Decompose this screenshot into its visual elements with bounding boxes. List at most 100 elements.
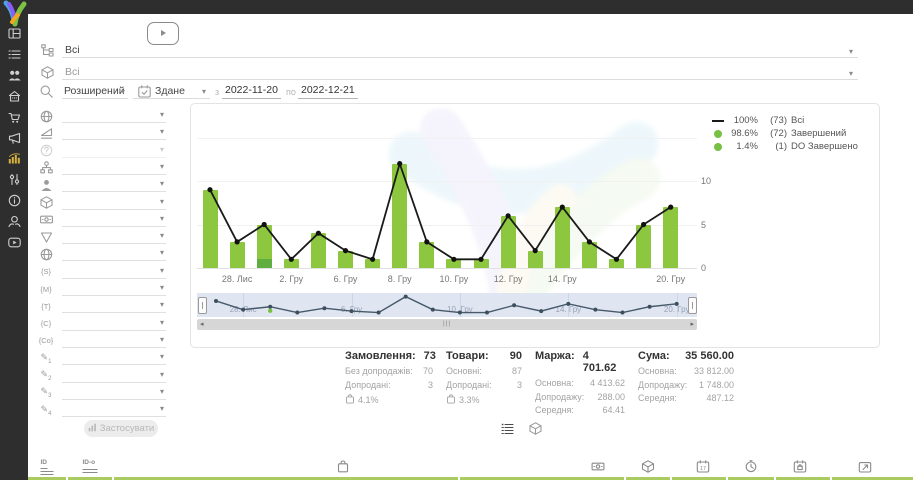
utm-content-select[interactable] bbox=[62, 333, 166, 348]
scroll-left-arrow[interactable]: ◂ bbox=[200, 321, 204, 328]
country-select[interactable] bbox=[62, 108, 166, 123]
chevron-down-icon[interactable]: ▾ bbox=[159, 317, 164, 327]
chevron-down-icon[interactable]: ▾ bbox=[159, 213, 164, 223]
sidebar-item-about[interactable] bbox=[0, 191, 28, 209]
chart-navigator[interactable]: 28. Лис 6. Гру 10. Гру 14. Гру 20. Гру bbox=[197, 293, 697, 317]
filter-row-product-type[interactable]: ▾ bbox=[36, 195, 172, 211]
utm-source-select[interactable] bbox=[62, 264, 166, 279]
bar-segment-completed[interactable] bbox=[500, 215, 516, 268]
navigator-handle-right[interactable] bbox=[688, 297, 697, 314]
filter-row-utm-source[interactable]: {S} ▾ bbox=[36, 264, 172, 280]
scroll-right-arrow[interactable]: ▸ bbox=[690, 321, 694, 328]
bar-segment-completed[interactable] bbox=[663, 207, 679, 268]
scroll-grip[interactable]: ||| bbox=[442, 320, 452, 327]
filter-row-website[interactable]: ▾ bbox=[36, 246, 172, 262]
date-to-input[interactable]: 2022-12-21 bbox=[298, 84, 358, 99]
bar-segment-completed[interactable] bbox=[554, 207, 570, 268]
date-from-input[interactable]: 2022-11-20 bbox=[222, 84, 281, 99]
chevron-down-icon[interactable]: ▾ bbox=[159, 386, 164, 396]
custom-field-4-select[interactable] bbox=[62, 402, 166, 418]
filter-row-utm-campaign[interactable]: {C} ▾ bbox=[36, 316, 172, 332]
product-type-select[interactable] bbox=[62, 195, 166, 210]
bar-segment-completed[interactable] bbox=[310, 233, 326, 268]
cube-icon[interactable] bbox=[641, 460, 655, 473]
filter-row-utm-content[interactable]: {Co} ▾ bbox=[36, 333, 172, 349]
list-view-toggle[interactable] bbox=[500, 421, 515, 436]
filter-row-custom-field-3[interactable]: ✎3 ▾ bbox=[36, 385, 172, 401]
filter-row-unknown[interactable]: ▾ bbox=[36, 143, 172, 159]
sidebar-item-cart[interactable] bbox=[0, 108, 28, 126]
id-link-icon[interactable]: ID-o bbox=[82, 459, 98, 473]
chevron-down-icon[interactable]: ▾ bbox=[159, 300, 164, 310]
utm-campaign-select[interactable] bbox=[62, 316, 166, 331]
app-logo[interactable] bbox=[2, 0, 28, 28]
filter-row-payment[interactable]: ▾ bbox=[36, 212, 172, 228]
sidebar-item-customers[interactable] bbox=[0, 66, 28, 84]
table-column-time[interactable] bbox=[728, 458, 774, 480]
table-column-order[interactable] bbox=[114, 458, 458, 480]
legend-item[interactable]: 1.4% (1) DO Завершено bbox=[711, 140, 858, 153]
status-filter-value[interactable]: Всі bbox=[65, 44, 80, 56]
bar-segment-completed[interactable] bbox=[636, 224, 652, 268]
chevron-down-icon[interactable]: ▾ bbox=[159, 369, 164, 379]
legend-item[interactable]: 100% (73) Всі bbox=[711, 114, 858, 127]
banknote-icon[interactable] bbox=[591, 460, 605, 473]
search-mode-select[interactable] bbox=[62, 83, 128, 99]
bar-segment-completed[interactable] bbox=[338, 250, 353, 268]
filter-row-category[interactable]: ▾ bbox=[36, 125, 172, 141]
website-select[interactable] bbox=[62, 246, 166, 262]
product-view-toggle[interactable] bbox=[528, 421, 543, 436]
apply-button[interactable]: Застосувати bbox=[84, 420, 158, 437]
bar-segment-completed[interactable] bbox=[446, 259, 462, 268]
calendar-export-icon[interactable] bbox=[858, 460, 872, 473]
chevron-down-icon[interactable]: ▾ bbox=[159, 127, 164, 137]
chevron-down-icon[interactable]: ▾ bbox=[159, 334, 164, 344]
bar-segment-completed[interactable] bbox=[473, 259, 489, 268]
table-column-date[interactable] bbox=[672, 458, 726, 480]
chevron-down-icon[interactable]: ▾ bbox=[159, 283, 164, 292]
manager-select[interactable] bbox=[62, 177, 166, 193]
navigator-scrollbar[interactable]: ◂ ▸ ||| bbox=[197, 319, 697, 330]
chevron-down-icon[interactable]: ▾ bbox=[159, 352, 164, 362]
bar-segment-completed[interactable] bbox=[283, 259, 299, 268]
filter-row-custom-field-4[interactable]: ✎4 ▾ bbox=[36, 402, 172, 418]
filter-row-manager[interactable]: ▾ bbox=[36, 177, 172, 193]
bar-segment-completed[interactable] bbox=[392, 163, 408, 268]
chevron-down-icon[interactable]: ▾ bbox=[849, 69, 854, 78]
table-column-id-ref[interactable] bbox=[68, 458, 112, 480]
sidebar-item-store[interactable] bbox=[0, 87, 28, 105]
calendar-date-icon[interactable]: 17 bbox=[696, 460, 710, 473]
chevron-down-icon[interactable]: ▾ bbox=[159, 144, 164, 154]
filter-row-structure[interactable]: ▾ bbox=[36, 160, 172, 176]
category-select[interactable] bbox=[62, 125, 166, 141]
bar-segment-completed[interactable] bbox=[527, 250, 543, 268]
chevron-down-icon[interactable]: ▾ bbox=[159, 196, 164, 206]
table-column-id[interactable] bbox=[28, 458, 66, 480]
bar-segment-completed[interactable] bbox=[202, 189, 218, 268]
table-column-payment[interactable] bbox=[460, 458, 624, 480]
bar-segment-completed[interactable] bbox=[581, 241, 597, 268]
chevron-down-icon[interactable]: ▾ bbox=[159, 404, 164, 414]
bar-segment-completed[interactable] bbox=[609, 259, 624, 268]
chevron-down-icon[interactable]: ▾ bbox=[121, 87, 126, 96]
chevron-down-icon[interactable]: ▾ bbox=[849, 47, 854, 56]
status-filter-select[interactable] bbox=[62, 42, 858, 58]
chevron-down-icon[interactable]: ▾ bbox=[159, 248, 164, 258]
utm-medium-select[interactable] bbox=[62, 281, 166, 296]
table-column-export-date[interactable] bbox=[832, 458, 913, 480]
utm-term-select[interactable] bbox=[62, 298, 166, 314]
filter-row-utm-term[interactable]: {T} ▾ bbox=[36, 298, 172, 314]
calendar-bag-icon[interactable] bbox=[793, 460, 807, 473]
sidebar-item-dashboard[interactable] bbox=[0, 24, 28, 42]
sidebar-item-settings[interactable] bbox=[0, 170, 28, 188]
navigator-handle-left[interactable] bbox=[198, 297, 207, 314]
filter-row-country[interactable]: ▾ bbox=[36, 108, 172, 124]
clock-icon[interactable] bbox=[745, 460, 758, 473]
filter-row-utm-medium[interactable]: {M} ▾ bbox=[36, 281, 172, 297]
chevron-down-icon[interactable]: ▾ bbox=[159, 179, 164, 189]
table-column-order-date[interactable] bbox=[776, 458, 830, 480]
payment-select[interactable] bbox=[62, 212, 166, 227]
bar-segment-completed[interactable] bbox=[229, 241, 245, 268]
structure-select[interactable] bbox=[62, 160, 166, 175]
chevron-down-icon[interactable]: ▾ bbox=[159, 161, 164, 171]
